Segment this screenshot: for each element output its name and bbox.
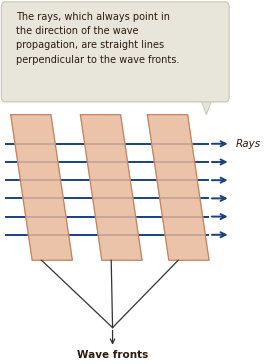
Polygon shape — [11, 115, 72, 260]
Polygon shape — [80, 115, 142, 260]
Text: Wave fronts: Wave fronts — [77, 350, 148, 360]
FancyBboxPatch shape — [1, 2, 229, 102]
Polygon shape — [200, 96, 213, 115]
Polygon shape — [147, 115, 209, 260]
Text: Rays: Rays — [236, 139, 261, 149]
Text: The rays, which always point in
the direction of the wave
propagation, are strai: The rays, which always point in the dire… — [16, 12, 180, 65]
